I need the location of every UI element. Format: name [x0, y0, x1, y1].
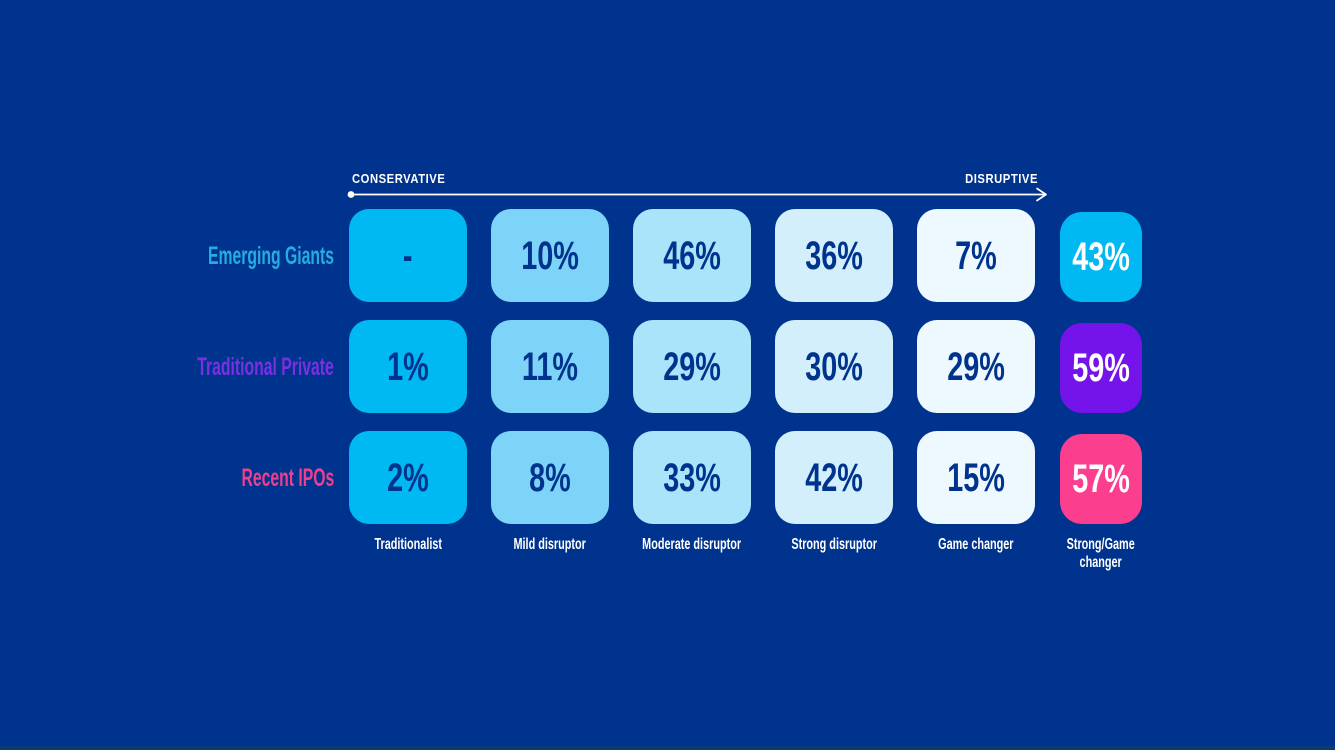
cell-value: 57% — [1072, 457, 1130, 501]
cell-value: 2% — [387, 455, 429, 500]
column-label-traditionalist: Traditionalist — [323, 536, 493, 554]
row-label-traditional-private: Traditional Private — [0, 352, 334, 382]
matrix-cell-recent-ipos-mild-disruptor: 8% — [491, 431, 609, 524]
column-label-text: Strong/Game changer — [1066, 536, 1136, 571]
axis-label-disruptive: DISRUPTIVE — [957, 172, 1038, 186]
column-label-text: Mild disruptor — [513, 536, 587, 553]
row-label-text: Emerging Giants — [207, 241, 334, 270]
matrix-cell-emerging-giants-moderate-disruptor: 46% — [633, 209, 751, 302]
matrix-cell-traditional-private-strong-game-changer: 59% — [1060, 323, 1142, 413]
row-label-recent-ipos: Recent IPOs — [0, 463, 334, 493]
matrix-cell-traditional-private-traditionalist: 1% — [349, 320, 467, 413]
cell-value: 59% — [1072, 346, 1130, 390]
cell-value: 10% — [521, 233, 579, 278]
matrix-cell-emerging-giants-mild-disruptor: 10% — [491, 209, 609, 302]
axis-label-conservative: CONSERVATIVE — [352, 172, 456, 186]
cell-value: 42% — [805, 455, 863, 500]
cell-value: 46% — [663, 233, 721, 278]
cell-value: 33% — [663, 455, 721, 500]
cell-value: 15% — [947, 455, 1005, 500]
cell-value: 43% — [1072, 235, 1130, 279]
column-label-text: Strong disruptor — [791, 536, 877, 553]
cell-value: 30% — [805, 344, 863, 389]
cell-value: 8% — [529, 455, 571, 500]
matrix-cell-traditional-private-strong-disruptor: 30% — [775, 320, 893, 413]
cell-value: 7% — [955, 233, 997, 278]
axis-arrowhead-icon — [1036, 187, 1047, 202]
column-label-game-changer: Game changer — [891, 536, 1061, 554]
column-label-mild-disruptor: Mild disruptor — [465, 536, 635, 554]
row-label-emerging-giants: Emerging Giants — [0, 241, 334, 271]
axis-arrow — [347, 187, 1047, 202]
cell-value: 29% — [663, 344, 721, 389]
row-label-text: Traditional Private — [197, 352, 334, 381]
matrix-cell-emerging-giants-strong-disruptor: 36% — [775, 209, 893, 302]
cell-value: - — [403, 233, 413, 278]
matrix-cell-emerging-giants-strong-game-changer: 43% — [1060, 212, 1142, 302]
cell-value: 1% — [387, 344, 429, 389]
cell-value: 11% — [521, 344, 579, 389]
matrix-cell-recent-ipos-game-changer: 15% — [917, 431, 1035, 524]
column-label-strong-disruptor: Strong disruptor — [749, 536, 919, 554]
matrix-cell-recent-ipos-traditionalist: 2% — [349, 431, 467, 524]
cell-value: 29% — [947, 344, 1005, 389]
matrix-cell-emerging-giants-game-changer: 7% — [917, 209, 1035, 302]
column-label-strong-game-changer: Strong/Game changer — [1016, 536, 1186, 572]
matrix-cell-recent-ipos-strong-disruptor: 42% — [775, 431, 893, 524]
matrix-cell-emerging-giants-traditionalist: - — [349, 209, 467, 302]
cell-value: 36% — [805, 233, 863, 278]
matrix-cell-recent-ipos-strong-game-changer: 57% — [1060, 434, 1142, 524]
matrix-cell-traditional-private-mild-disruptor: 11% — [491, 320, 609, 413]
column-label-moderate-disruptor: Moderate disruptor — [607, 536, 777, 554]
column-label-text: Moderate disruptor — [642, 536, 742, 553]
column-label-text: Game changer — [938, 536, 1014, 553]
axis-label-disruptive-text: DISRUPTIVE — [965, 172, 1038, 186]
bottom-edge-strip — [0, 746, 1335, 750]
column-label-text: Traditionalist — [374, 536, 442, 553]
axis-label-conservative-text: CONSERVATIVE — [352, 172, 446, 186]
matrix-cell-traditional-private-moderate-disruptor: 29% — [633, 320, 751, 413]
row-label-text: Recent IPOs — [241, 463, 334, 492]
matrix-cell-traditional-private-game-changer: 29% — [917, 320, 1035, 413]
matrix-cell-recent-ipos-moderate-disruptor: 33% — [633, 431, 751, 524]
